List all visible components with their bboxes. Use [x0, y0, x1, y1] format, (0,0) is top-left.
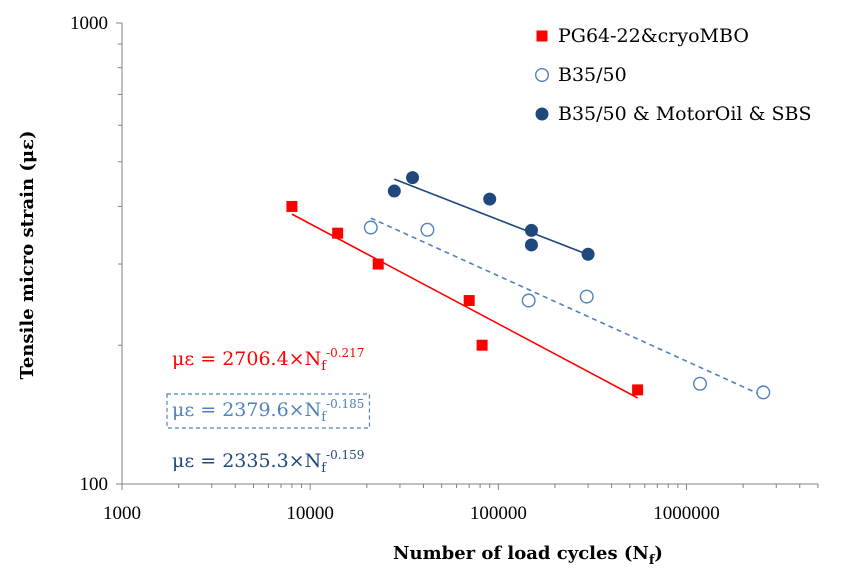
x-tick-label: 100000: [470, 503, 527, 524]
data-point: [524, 238, 538, 252]
fit-lines: [291, 178, 764, 399]
fit-line: [370, 217, 764, 397]
data-point: [420, 222, 435, 237]
data-point: [372, 258, 384, 270]
fit-equation-main: με = 2335.3×N: [172, 450, 321, 472]
y-tick-label: 100: [80, 474, 109, 495]
data-point: [483, 192, 497, 206]
legend-marker: [535, 107, 549, 121]
data-point: [581, 247, 595, 261]
fit-line: [394, 178, 589, 256]
x-axis-title-main: Number of load cycles (N: [393, 543, 649, 564]
data-point: [332, 227, 344, 239]
data-point: [387, 184, 401, 198]
fit-equation-sup: -0.185: [326, 397, 364, 411]
fit-equation-sub: f: [321, 461, 327, 476]
data-point: [693, 376, 708, 391]
legend-label: B35/50: [558, 64, 627, 86]
data-points: [286, 171, 771, 400]
data-point: [286, 200, 298, 212]
data-point: [463, 295, 475, 307]
legend-label: PG64-22&cryoMBO: [558, 25, 749, 47]
fit-equation-sub: f: [321, 410, 327, 425]
data-point: [632, 384, 644, 396]
fit-equation-sup: -0.159: [326, 448, 364, 462]
axes: 100 1000 1000 10000 100000 1000000: [70, 13, 819, 524]
x-axis-title-close: ): [654, 543, 663, 564]
x-tick-label: 1000000: [653, 503, 720, 524]
data-point: [363, 220, 378, 235]
fit-equation: με = 2335.3×Nf-0.159: [172, 448, 364, 476]
data-point: [756, 385, 771, 400]
y-axis-title: Tensile micro strain (με): [17, 131, 38, 380]
x-axis-title: Number of load cycles (Nf): [393, 543, 663, 568]
fit-equation-main: με = 2706.4×N: [172, 348, 321, 370]
legend-marker: [535, 67, 550, 82]
data-point: [476, 339, 488, 351]
data-point: [524, 223, 538, 237]
data-point: [579, 289, 594, 304]
x-axis-title-sub: f: [649, 553, 656, 568]
fit-equation: με = 2379.6×Nf-0.185: [172, 397, 364, 425]
legend-marker: [536, 30, 548, 42]
y-tick-label: 1000: [70, 13, 108, 34]
legend-label: B35/50 & MotorOil & SBS: [558, 103, 811, 125]
x-tick-label: 10000: [286, 503, 334, 524]
fit-equation: με = 2706.4×Nf-0.217: [172, 346, 364, 374]
fit-equation-sup: -0.217: [326, 346, 364, 360]
fit-equation-main: με = 2379.6×N: [172, 399, 321, 421]
fit-equation-box: [166, 393, 371, 429]
data-point: [521, 293, 536, 308]
legend: PG64-22&cryoMBO B35/50 B35/50 & MotorOil &…: [535, 25, 811, 125]
x-tick-label: 1000: [103, 503, 141, 524]
data-point: [406, 171, 420, 185]
fit-equation-sub: f: [321, 359, 327, 374]
